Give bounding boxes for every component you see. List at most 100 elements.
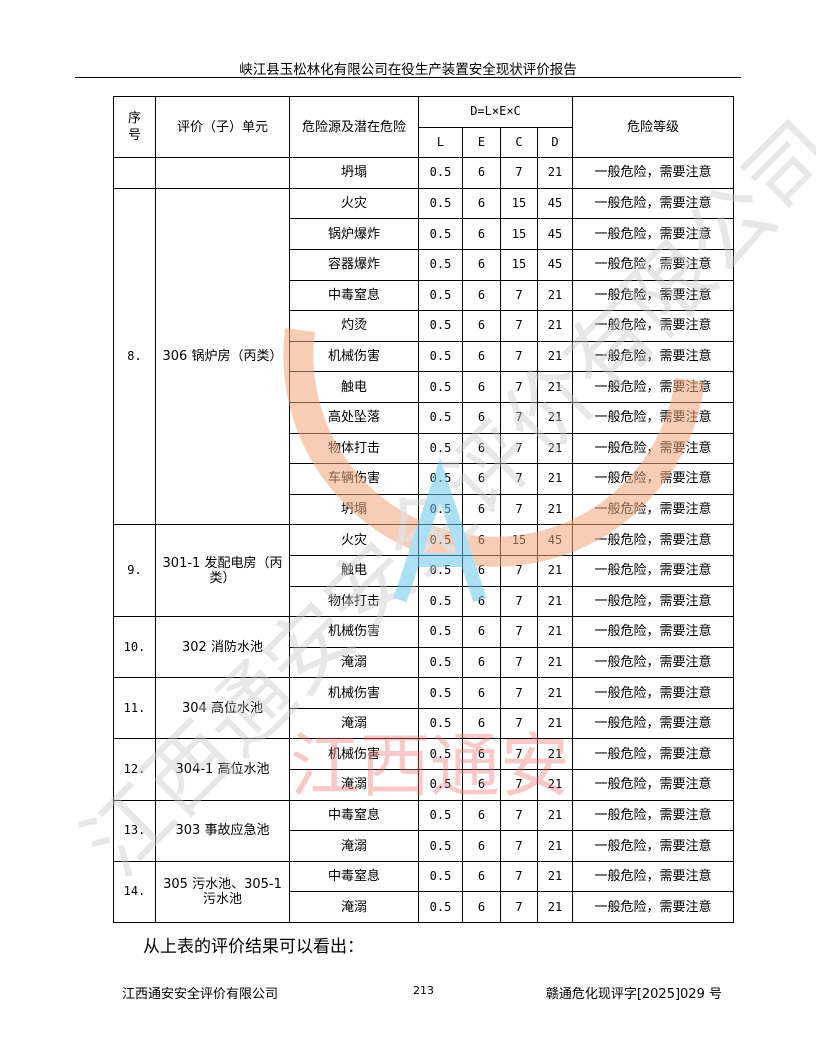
cell-seq: 9.	[113, 524, 156, 618]
cell-unit: 304 高位水池	[155, 677, 290, 740]
cell-level: 一般危险，需要注意	[572, 340, 734, 373]
cell-hazard: 淹溺	[289, 891, 419, 924]
table-row: 淹溺 0.5 6 7 21 一般危险，需要注意	[114, 891, 734, 924]
cell-E: 6	[462, 401, 501, 434]
cell-D: 21	[537, 646, 573, 679]
cell-level: 一般危险，需要注意	[572, 616, 734, 648]
cell-D: 21	[537, 463, 573, 495]
cell-C: 7	[500, 860, 538, 893]
cell-hazard: 淹溺	[289, 769, 419, 801]
cell-E: 6	[462, 738, 501, 771]
cell-hazard: 物体打击	[289, 585, 419, 618]
header-L: L	[418, 126, 463, 159]
cell-L: 0.5	[418, 707, 463, 740]
cell-level: 一般危险，需要注意	[572, 769, 734, 801]
cell-D: 21	[537, 432, 573, 465]
cell-C: 7	[500, 493, 538, 526]
table-row: 10. 302 消防水池 机械伤害 0.5 6 7 21 一般危险，需要注意	[113, 616, 734, 679]
cell-hazard: 淹溺	[289, 830, 419, 862]
cell-seq: 11.	[113, 677, 156, 740]
cell-E: 6	[462, 432, 501, 465]
cell-level: 一般危险，需要注意	[572, 218, 734, 250]
table-row: 14. 305 污水池、305-1 污水池 中毒窒息 0.5 6 7 21 一般危险，需要注意	[113, 860, 734, 924]
cell-L: 0.5	[418, 524, 463, 556]
cell-level: 一般危险，需要注意	[572, 493, 734, 526]
cell-hazard: 容器爆炸	[289, 248, 419, 281]
cell-level: 一般危险，需要注意	[572, 187, 734, 220]
cell-C: 7	[500, 554, 538, 587]
table-row: 9. 301-1 发配电房（丙类） 火灾 0.5 6 15 45 一般危险，需要注意	[113, 524, 734, 618]
cell-seq: 8.	[113, 187, 156, 526]
cell-D: 21	[537, 707, 573, 740]
cell-D: 21	[537, 371, 573, 403]
cell-C: 7	[500, 891, 538, 924]
cell-E: 6	[462, 157, 501, 189]
cell-D: 45	[537, 524, 573, 556]
header-D: D	[537, 126, 573, 159]
cell-level: 一般危险，需要注意	[572, 707, 734, 740]
table-row: 淹溺 0.5 6 7 21 一般危险，需要注意	[114, 830, 734, 862]
cell-E: 6	[462, 218, 501, 250]
header-level: 危险等级	[572, 95, 734, 159]
cell-E: 6	[462, 493, 501, 526]
cell-D: 21	[537, 340, 573, 373]
cell-L: 0.5	[418, 585, 463, 618]
cell-L: 0.5	[418, 677, 463, 709]
cell-hazard: 火灾	[289, 524, 419, 556]
table-row: 11. 304 高位水池 机械伤害 0.5 6 7 21 一般危险，需要注意	[113, 677, 734, 740]
cell-level: 一般危险，需要注意	[572, 371, 734, 403]
cell-E: 6	[462, 860, 501, 893]
cell-level: 一般危险，需要注意	[572, 310, 734, 342]
cell-D: 21	[537, 891, 573, 924]
cell-C: 7	[500, 677, 538, 709]
cell-L: 0.5	[418, 279, 463, 312]
cell-E: 6	[462, 371, 501, 403]
cell-unit: 305 污水池、305-1 污水池	[155, 860, 290, 924]
cell-D: 21	[537, 677, 573, 709]
cell-L: 0.5	[418, 310, 463, 342]
cell-E: 6	[462, 585, 501, 618]
cell-unit: 306 锅炉房（丙类）	[155, 187, 290, 526]
cell-L: 0.5	[418, 891, 463, 924]
cell-C: 7	[500, 157, 538, 189]
footer-doc-number: 赣通危化现评字[2025]029 号	[545, 987, 722, 1002]
cell-E: 6	[462, 524, 501, 556]
cell-C: 15	[500, 248, 538, 281]
table-row: 容器爆炸 0.5 6 15 45 一般危险，需要注意	[114, 248, 734, 281]
header-seq: 序号	[113, 95, 156, 159]
cell-E: 6	[462, 187, 501, 220]
footer-page-number: 213	[413, 984, 434, 997]
table-row: 淹溺 0.5 6 7 21 一般危险，需要注意	[114, 769, 734, 801]
cell-D: 45	[537, 218, 573, 250]
cell-C: 7	[500, 707, 538, 740]
cell-E: 6	[462, 769, 501, 801]
cell-D: 21	[537, 554, 573, 587]
cell-L: 0.5	[418, 248, 463, 281]
cell-L: 0.5	[418, 463, 463, 495]
cell-L: 0.5	[418, 646, 463, 679]
cell-C: 7	[500, 830, 538, 862]
cell-D: 45	[537, 187, 573, 220]
cell-C: 7	[500, 310, 538, 342]
cell-E: 6	[462, 616, 501, 648]
cell-seq: 13.	[113, 799, 156, 862]
cell-hazard: 锅炉爆炸	[289, 218, 419, 250]
cell-seq: 12.	[113, 738, 156, 801]
cell-seq: 14.	[113, 860, 156, 924]
page-header-title: 峡江县玉松林化有限公司在役生产装置安全现状评价报告	[239, 62, 577, 78]
cell-C: 7	[500, 799, 538, 832]
cell-level: 一般危险，需要注意	[572, 860, 734, 893]
cell-D: 21	[537, 738, 573, 771]
header-unit: 评价（子）单元	[155, 95, 290, 159]
cell-level: 一般危险，需要注意	[572, 891, 734, 924]
cell-level: 一般危险，需要注意	[572, 830, 734, 862]
cell-level: 一般危险，需要注意	[572, 279, 734, 312]
table-body: 坍塌 0.5 6 7 21 一般危险，需要注意 8. 306 锅炉房（丙类） 火灾 0.5 6 15 4…	[113, 157, 734, 924]
cell-unit: 301-1 发配电房（丙类）	[155, 524, 290, 618]
cell-hazard: 触电	[289, 371, 419, 403]
cell-L: 0.5	[418, 769, 463, 801]
cell-level: 一般危险，需要注意	[572, 157, 734, 189]
cell-C: 7	[500, 340, 538, 373]
header-hazard: 危险源及潜在危险	[289, 95, 419, 159]
cell-hazard: 机械伤害	[289, 616, 419, 648]
